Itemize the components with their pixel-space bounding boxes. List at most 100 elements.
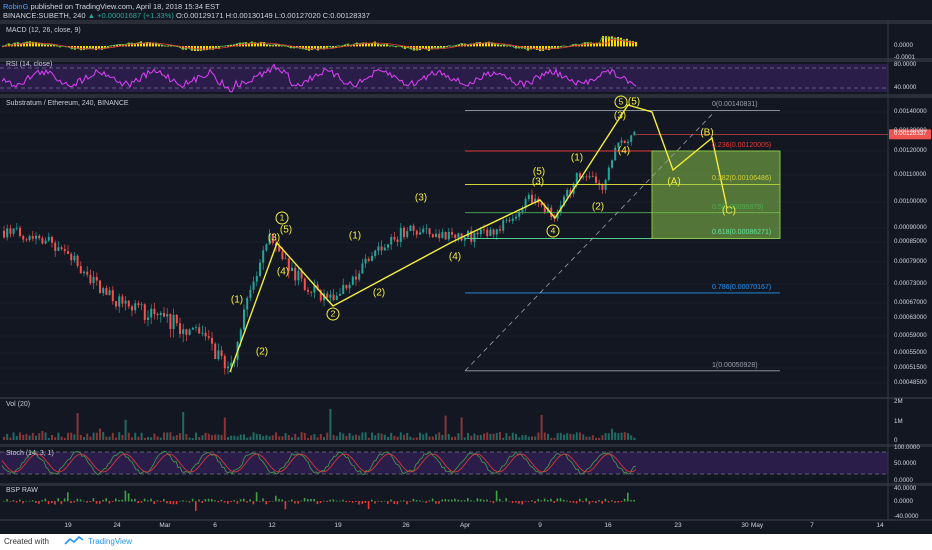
vol-pane-label: Vol (20): [6, 401, 31, 408]
price-tick-label: 0.00055000: [894, 349, 927, 356]
macd-histogram-bar: [434, 46, 436, 49]
candle-body: [89, 274, 92, 284]
macd-histogram-bar: [587, 42, 589, 47]
volume-bar: [617, 433, 620, 440]
volume-bar: [505, 433, 508, 440]
bsp-bar: [617, 501, 619, 503]
bsp-bar: [185, 500, 187, 502]
macd-histogram-bar: [383, 44, 385, 47]
macd-histogram-bar: [92, 46, 94, 49]
candle-body: [41, 238, 44, 244]
price-pane-label: Substratum / Ethereum, 240, BINANCE: [6, 100, 129, 107]
candle-body: [505, 219, 508, 221]
volume-bar: [383, 434, 386, 440]
volume-bar: [345, 435, 348, 440]
volume-bar: [217, 434, 220, 440]
candle-body: [319, 290, 322, 301]
candle-body: [367, 258, 370, 261]
tradingview-brand[interactable]: TradingView: [88, 537, 133, 546]
macd-histogram-bar: [158, 44, 160, 47]
price-tick-label: 0.00079000: [894, 258, 927, 265]
price-tick-label: 0.00130000: [894, 127, 927, 134]
time-tick-label: 24: [113, 522, 121, 529]
macd-histogram-bar: [506, 45, 508, 47]
candle-body: [70, 253, 73, 261]
macd-histogram-bar: [8, 43, 10, 47]
fib-level-label: 0.382(0.00106486): [712, 175, 772, 183]
macd-histogram-bar: [101, 46, 103, 50]
volume-bar: [44, 432, 47, 440]
bsp-bar: [22, 501, 24, 504]
bsp-bar: [294, 501, 296, 504]
bsp-bar: [559, 498, 562, 502]
macd-histogram-bar: [518, 46, 520, 49]
author-link[interactable]: RobinG: [3, 2, 29, 11]
volume-bar: [214, 434, 217, 440]
volume-bar: [611, 428, 613, 440]
candle-body: [412, 225, 415, 231]
volume-bar: [492, 433, 495, 440]
candle-body: [403, 227, 405, 237]
macd-histogram-bar: [440, 46, 442, 49]
candle-body: [127, 300, 130, 307]
volume-bar: [220, 435, 223, 440]
volume-bar: [310, 435, 313, 440]
candle-body: [444, 232, 447, 240]
volume-bar: [572, 434, 575, 440]
candle-body: [243, 309, 245, 330]
macd-histogram-bar: [578, 44, 580, 47]
bsp-bar: [204, 499, 207, 502]
bsp-bar: [553, 501, 555, 503]
time-tick-label: 6: [213, 522, 217, 529]
volume-bar: [163, 432, 165, 440]
bsp-bar: [463, 500, 466, 502]
candle-body: [396, 239, 399, 242]
volume-bar: [201, 435, 204, 440]
candle-body: [419, 232, 421, 235]
bsp-bar: [6, 499, 8, 502]
macd-histogram-bar: [635, 41, 637, 47]
bsp-bar: [348, 501, 351, 502]
macd-signal-line: [1, 38, 636, 50]
volume-bar: [447, 433, 450, 440]
candle-body: [63, 249, 66, 252]
macd-histogram-bar: [458, 44, 460, 47]
volume-bar: [79, 435, 82, 440]
bsp-bar: [131, 499, 133, 502]
volume-bar: [451, 436, 453, 440]
bsp-bar: [60, 501, 63, 505]
candle-body: [15, 227, 18, 229]
bsp-bar: [335, 500, 338, 502]
time-tick-label: 30: [741, 522, 749, 529]
macd-histogram-bar: [365, 42, 367, 47]
volume-bar: [147, 436, 149, 440]
bsp-bar: [291, 499, 293, 502]
rsi-tick: 80.0000: [894, 61, 917, 68]
bsp-bar: [182, 500, 184, 502]
bsp-bar: [537, 498, 539, 502]
macd-tick: 0.0000: [894, 42, 913, 49]
bsp-bar: [633, 499, 635, 502]
volume-bar: [467, 432, 469, 440]
macd-histogram-bar: [98, 46, 100, 50]
candle-body: [406, 231, 409, 237]
volume-bar: [579, 432, 581, 440]
macd-histogram-bar: [596, 42, 598, 47]
volume-bar: [239, 434, 242, 440]
macd-histogram-bar: [473, 43, 475, 47]
volume-bar: [591, 435, 594, 440]
bsp-bar: [486, 499, 488, 502]
macd-histogram-bar: [572, 44, 574, 47]
bsp-bar: [419, 500, 421, 502]
price-tick-label: 0.00140000: [894, 108, 927, 115]
volume-bar: [556, 433, 559, 440]
bsp-bar: [412, 498, 415, 502]
macd-histogram-bar: [413, 46, 415, 51]
volume-bar: [508, 436, 511, 440]
volume-bar: [620, 432, 623, 440]
bsp-bar: [460, 500, 463, 502]
macd-histogram-bar: [551, 46, 553, 49]
bsp-bar: [159, 501, 162, 503]
macd-histogram-bar: [488, 41, 490, 47]
